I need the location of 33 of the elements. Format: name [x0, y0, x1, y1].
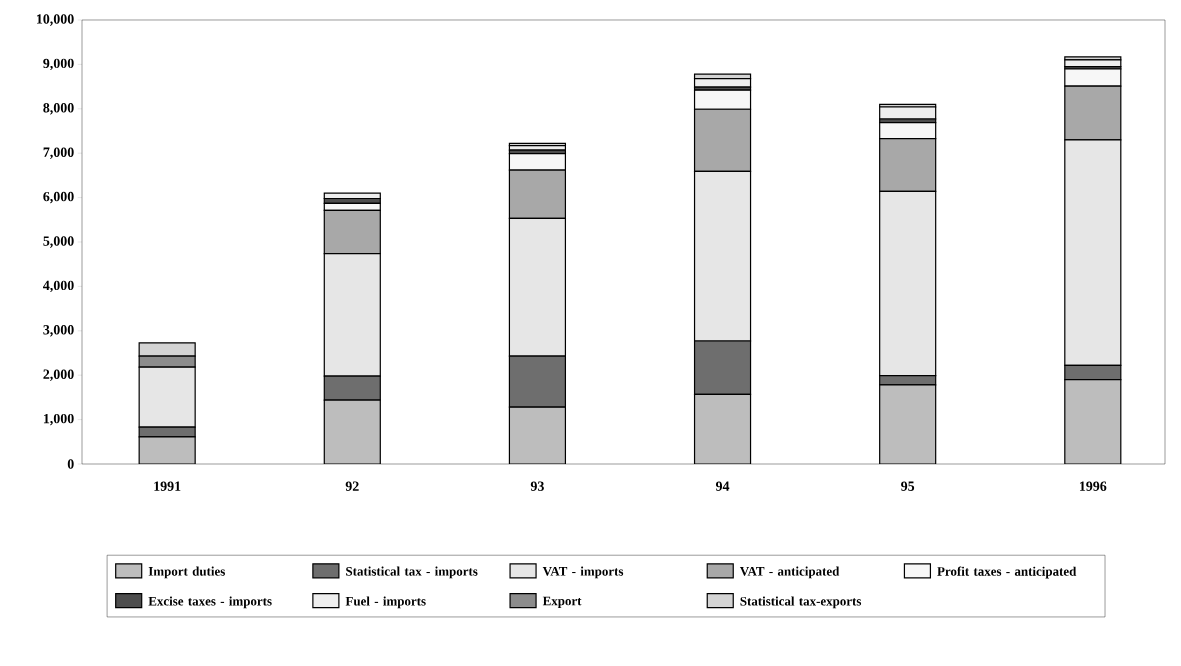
bar: [879, 384, 937, 464]
legend-label: Import duties: [148, 566, 225, 579]
bar: [138, 436, 196, 464]
bar: [508, 406, 567, 464]
y-tick-label: 2,000: [43, 369, 74, 381]
legend-label: Statistical tax-exports: [740, 596, 862, 609]
legend-label: Excise taxes - imports: [148, 596, 272, 609]
legend-label: VAT - anticipated: [739, 566, 840, 579]
legend-label: Fuel - imports: [345, 596, 426, 609]
legend-label: Statistical tax - imports: [346, 566, 478, 579]
y-tick-label: 7,000: [43, 147, 74, 159]
bar: [693, 393, 752, 464]
bar: [323, 399, 381, 464]
y-tick-label: 6,000: [43, 191, 74, 204]
x-tick-label: 1991: [154, 481, 181, 491]
legend-label: Export: [542, 596, 582, 608]
y-tick-label: 0: [67, 459, 74, 469]
y-tick-label: 8,000: [43, 103, 74, 115]
y-tick-label: 3,000: [43, 325, 74, 337]
x-tick-label: 94: [715, 481, 730, 491]
y-tick-label: 4,000: [43, 280, 74, 293]
x-tick-label: 1996: [1079, 481, 1107, 491]
y-tick-label: 9,000: [43, 58, 74, 71]
legend-label: Profit taxes - anticipated: [937, 566, 1077, 579]
legend-label: VAT - imports: [542, 566, 624, 579]
y-tick-label: 10,000: [37, 14, 74, 26]
y-tick-label: 1,000: [43, 413, 74, 426]
bar: [879, 106, 937, 120]
x-tick-label: 93: [530, 481, 544, 491]
x-tick-label: 95: [901, 481, 915, 491]
y-tick-label: 5,000: [43, 236, 74, 248]
x-tick-label: 92: [345, 481, 359, 491]
bar: [1064, 379, 1122, 464]
